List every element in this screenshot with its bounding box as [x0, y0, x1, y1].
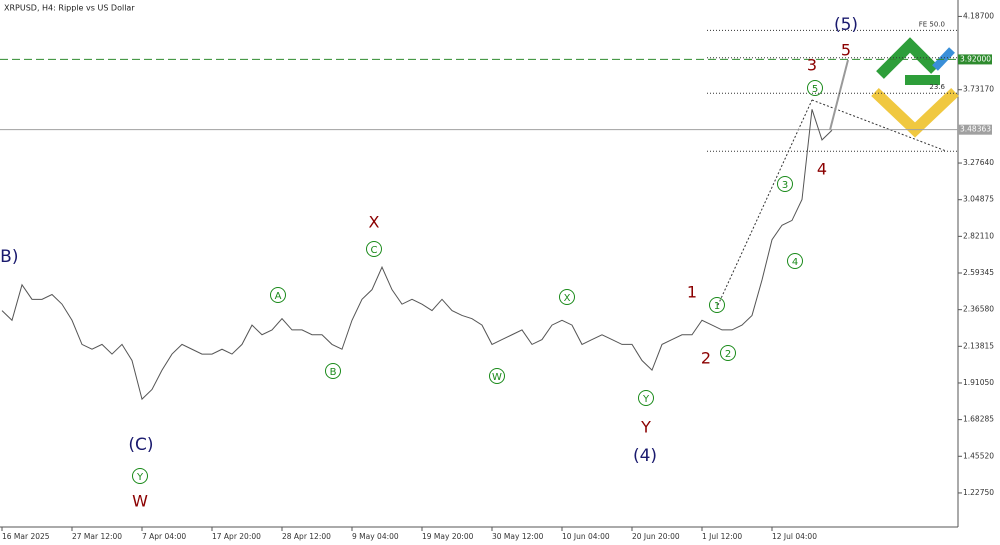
wave-label: Y: [642, 394, 650, 405]
price-box: [958, 54, 992, 65]
price-box: [958, 124, 992, 135]
x-tick-label: 10 Jun 04:00: [562, 532, 610, 541]
y-tick-label: 2.59345: [963, 268, 994, 277]
trend-line: [717, 99, 813, 306]
wave-label: 3: [782, 180, 788, 191]
wave-label: 4: [792, 257, 798, 268]
projection: [829, 59, 849, 131]
wave-circle: [807, 80, 823, 96]
x-tick-label: 12 Jul 04:00: [772, 532, 817, 541]
wave-label: 3: [807, 56, 817, 75]
wave-circle: [787, 253, 803, 269]
wave-label: X: [564, 293, 571, 304]
y-tick-label: 1.45520: [963, 451, 994, 460]
fib-label: 23.6: [929, 83, 945, 91]
x-tick-label: 30 May 12:00: [492, 532, 544, 541]
wave-label: (4): [633, 446, 657, 466]
price-line-series: [1, 109, 833, 401]
wave-circle: [270, 287, 286, 303]
price-label: 3.48363: [960, 125, 991, 134]
x-tick-label: 28 Apr 12:00: [282, 532, 331, 541]
wave-label: 2: [725, 349, 731, 360]
wave-label: Y: [136, 472, 144, 483]
wave-circle: [132, 468, 148, 484]
x-tick-label: 20 Jun 20:00: [632, 532, 680, 541]
x-tick-label: 1 Jul 12:00: [702, 532, 742, 541]
y-tick-label: 2.13815: [963, 341, 994, 350]
wave-label: B: [330, 367, 337, 378]
y-tick-label: 3.27640: [963, 158, 994, 167]
x-tick-label: 27 Mar 12:00: [72, 532, 122, 541]
wave-label: 5: [841, 41, 851, 60]
wave-label: Y: [640, 418, 651, 437]
y-tick-label: 1.22750: [963, 488, 994, 497]
x-tick-label: 19 May 20:00: [422, 532, 474, 541]
wave-label: 4: [817, 160, 827, 179]
wave-circle: [777, 176, 793, 192]
wave-label: 1: [687, 283, 697, 302]
x-tick-label: 7 Apr 04:00: [142, 532, 186, 541]
wave-label: 5: [812, 84, 818, 95]
price-label: 3.92000: [960, 54, 991, 63]
y-tick-label: 2.36580: [963, 305, 994, 314]
wave-label: W: [492, 372, 502, 383]
fib-label: FE 50.0: [919, 20, 945, 28]
wave-circle: [720, 345, 736, 361]
wave-label: (B): [0, 247, 18, 267]
x-tick-label: 16 Mar 2025: [2, 532, 50, 541]
wave-circle: [325, 363, 341, 379]
y-tick-label: 4.18700: [963, 11, 994, 20]
y-tick-label: 1.68285: [963, 415, 994, 424]
wave-label: (C): [128, 435, 153, 455]
y-tick-label: 3.04875: [963, 195, 994, 204]
wave-label: C: [371, 245, 378, 256]
y-tick-label: 3.73170: [963, 85, 994, 94]
wave-label: 2: [701, 349, 711, 368]
wave-circle: [559, 289, 575, 305]
wave-label: A: [275, 291, 282, 302]
y-tick-label: 1.91050: [963, 378, 994, 387]
wave-circle: [638, 390, 654, 406]
chart-title: XRPUSD, H4: Ripple vs US Dollar: [4, 4, 135, 13]
wave-circle: [366, 241, 382, 257]
wave-circle: [709, 297, 725, 313]
x-tick-label: 17 Apr 20:00: [212, 532, 261, 541]
wave-circle: [489, 368, 505, 384]
wave-label: 1: [714, 301, 720, 312]
wave-label: (5): [834, 15, 858, 35]
x-tick-label: 9 May 04:00: [352, 532, 399, 541]
y-tick-label: 2.82110: [963, 231, 994, 240]
wave-label: W: [132, 492, 148, 511]
wave-label: X: [369, 213, 380, 232]
